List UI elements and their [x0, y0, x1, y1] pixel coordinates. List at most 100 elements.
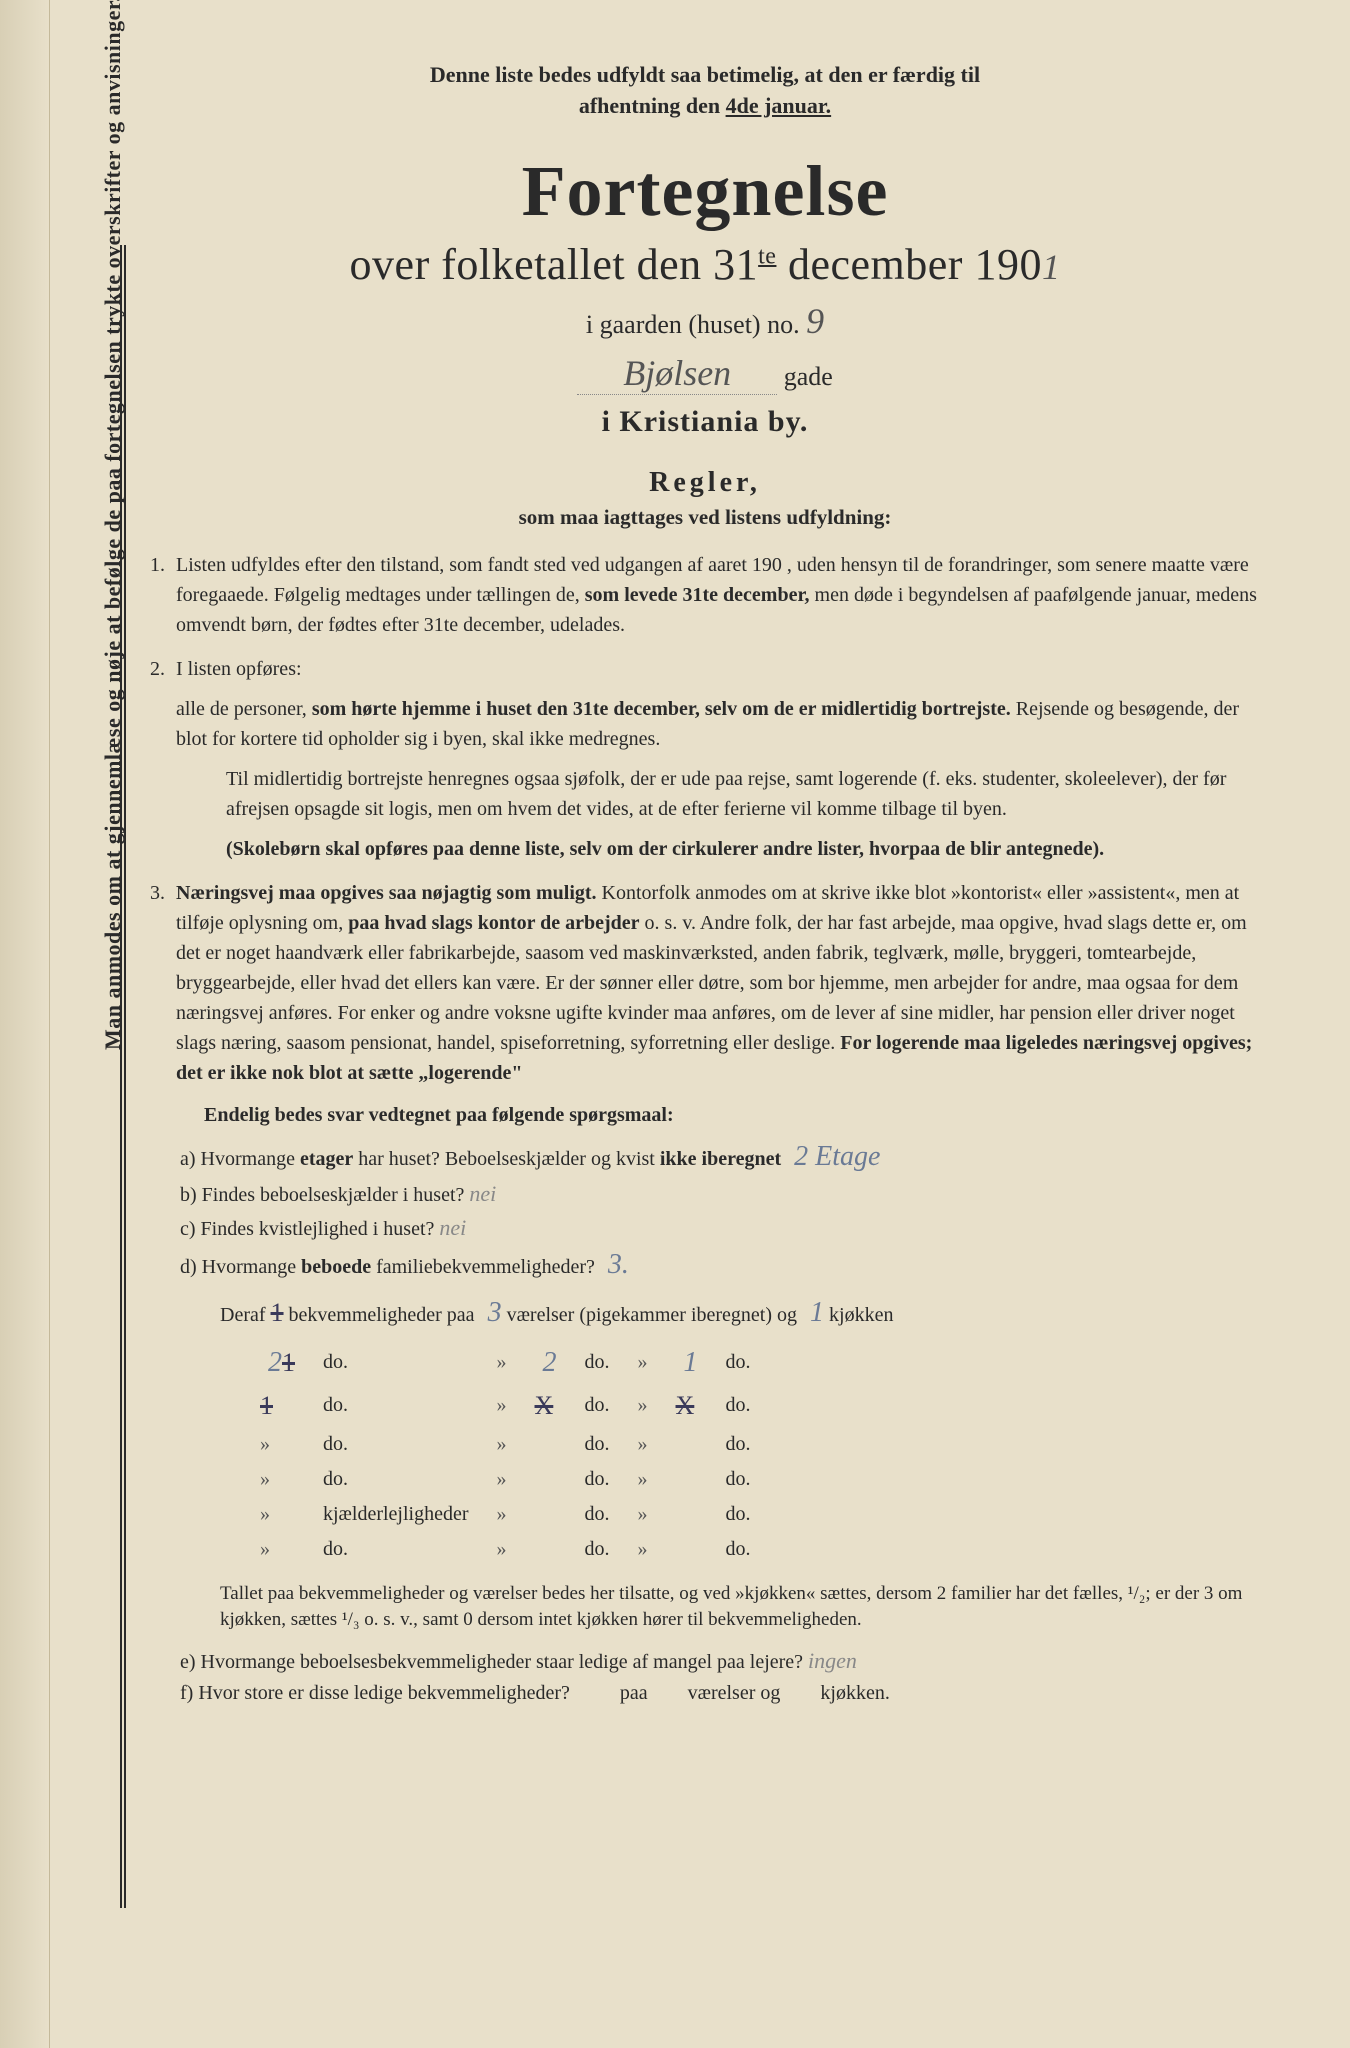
- gade-label: gade: [784, 362, 833, 391]
- question-f: f) Hvor store er disse ledige bekvemmeli…: [180, 1682, 1260, 1705]
- rule-2-p3: (Skolebørn skal opføres paa denne liste,…: [226, 834, 1260, 864]
- subtitle-mid: december 190: [776, 240, 1042, 289]
- qd-answer: 3.: [608, 1249, 629, 1280]
- r3-do3: do.: [726, 1433, 751, 1455]
- vertical-instruction: Man anmodes om at gjennemlæse og nøje at…: [100, 0, 126, 1050]
- r1-a: 2: [268, 1347, 282, 1378]
- qa-1: a) Hvormange: [180, 1148, 300, 1170]
- r2-vaer: X: [535, 1391, 554, 1420]
- bekv-row-1: 21 do. » 2 do. » 1 do.: [260, 1341, 779, 1385]
- r2-do3: do.: [726, 1394, 751, 1416]
- qb: b) Findes beboelseskjælder i huset?: [180, 1184, 464, 1206]
- street-name: Bjølsen: [577, 352, 777, 395]
- r4-do2: do.: [585, 1468, 610, 1490]
- house-number: 9: [806, 301, 824, 341]
- r1-struck: 1: [282, 1348, 295, 1377]
- r4-g2: »: [638, 1462, 676, 1497]
- deraf-t1: bekvemmeligheder paa: [289, 1304, 480, 1326]
- bekv-row-4: » do. » do. » do.: [260, 1462, 779, 1497]
- bekv-row-3: » do. » do. » do.: [260, 1427, 779, 1462]
- rule-3c: paa hvad slags kontor de arbejder: [348, 912, 639, 934]
- qf-4: kjøkken.: [820, 1682, 889, 1704]
- rule-3: 3. Næringsvej maa opgives saa nøjagtig s…: [176, 878, 1260, 1088]
- r5-do2: do.: [585, 1503, 610, 1525]
- qa-4: ikke iberegnet: [660, 1148, 781, 1170]
- subtitle-prefix: over folketallet den 31: [350, 240, 759, 289]
- rule-3a: Næringsvej maa opgives saa nøjagtig som …: [176, 882, 597, 904]
- rule-1-num: 1.: [150, 550, 165, 580]
- footnote: Tallet paa bekvemmeligheder og værelser …: [220, 1581, 1260, 1634]
- r4-g0: »: [260, 1462, 323, 1497]
- question-b: b) Findes beboelseskjælder i huset? nei: [180, 1181, 1260, 1207]
- deraf-struck: 1: [271, 1298, 284, 1327]
- r3-g0: »: [260, 1427, 323, 1462]
- street-line: Bjølsen gade: [150, 352, 1260, 395]
- bekv-row-2: 1 do. » X do. » X do.: [260, 1385, 779, 1427]
- question-c: c) Findes kvistlejlighed i huset? nei: [180, 1215, 1260, 1241]
- r6-g1: »: [497, 1532, 535, 1567]
- r1-do2: do.: [585, 1351, 610, 1373]
- deraf-label: Deraf: [220, 1304, 266, 1326]
- r1-do3: do.: [726, 1351, 751, 1373]
- r6-g2: »: [638, 1532, 676, 1567]
- question-e: e) Hvormange beboelsesbekvemmeligheder s…: [180, 1648, 1260, 1674]
- qb-answer: nei: [469, 1181, 496, 1206]
- qf-1: f) Hvor store er disse ledige bekvemmeli…: [180, 1682, 570, 1704]
- r3-g1: »: [497, 1427, 535, 1462]
- deraf-t2: værelser (pigekammer iberegnet) og: [507, 1304, 802, 1326]
- qc: c) Findes kvistlejlighed i huset?: [180, 1218, 434, 1240]
- rule-2b: som hørte hjemme i huset den 31te decemb…: [312, 698, 1011, 720]
- r6-do2: do.: [585, 1538, 610, 1560]
- question-a: a) Hvormange etager har huset? Beboelses…: [180, 1141, 1260, 1173]
- questions-heading: Endelig bedes svar vedtegnet paa følgend…: [204, 1104, 1260, 1127]
- qf-2: paa: [620, 1682, 648, 1704]
- deraf-line: Deraf 1 bekvemmeligheder paa 3 værelser …: [220, 1297, 1260, 1329]
- rule-2a: alle de personer,: [176, 698, 312, 720]
- main-title: Fortegnelse: [150, 150, 1260, 233]
- r4-do3: do.: [726, 1468, 751, 1490]
- subtitle: over folketallet den 31te december 1901: [150, 239, 1260, 290]
- top-note-date: 4de januar.: [726, 93, 832, 118]
- r2-kjok: X: [676, 1391, 695, 1420]
- r1-kjok: 1: [684, 1347, 698, 1378]
- regler-sub: som maa iagttages ved listens udfyldning…: [150, 505, 1260, 530]
- r1-g2: »: [638, 1341, 676, 1385]
- rule-3-num: 3.: [150, 878, 165, 908]
- r3-g2: »: [638, 1427, 676, 1462]
- rule-1-text-b: som levede 31te december,: [585, 584, 810, 606]
- r5-kj: kjælderlejligheder: [323, 1503, 469, 1525]
- rule-2-p2: Til midlertidig bortrejste henregnes ogs…: [226, 764, 1260, 824]
- r4-do1: do.: [323, 1468, 348, 1490]
- r5-g1: »: [497, 1497, 535, 1532]
- r4-g1: »: [497, 1462, 535, 1497]
- bekv-row-6: » do. » do. » do.: [260, 1532, 779, 1567]
- r2-do2: do.: [585, 1394, 610, 1416]
- r3-do1: do.: [323, 1433, 348, 1455]
- qd-3: familiebekvemmeligheder?: [371, 1256, 595, 1278]
- r2-do1: do.: [323, 1394, 348, 1416]
- question-d: d) Hvormange beboede familiebekvemmeligh…: [180, 1249, 1260, 1281]
- top-note: Denne liste bedes udfyldt saa betimelig,…: [150, 60, 1260, 122]
- subtitle-sup: te: [758, 243, 776, 269]
- rule-2-intro: I listen opføres:: [176, 654, 1260, 684]
- r5-g0: »: [260, 1497, 323, 1532]
- rule-2-num: 2.: [150, 654, 165, 684]
- qd-2: beboede: [301, 1256, 371, 1278]
- house-line: i gaarden (huset) no. 9: [150, 300, 1260, 342]
- r2-g2: »: [638, 1385, 676, 1427]
- qa-2: etager: [300, 1148, 353, 1170]
- year-handwritten: 1: [1042, 247, 1061, 287]
- qa-answer: 2 Etage: [794, 1141, 880, 1172]
- qe: e) Hvormange beboelsesbekvemmeligheder s…: [180, 1651, 803, 1673]
- qa-3: har huset? Beboelseskjælder og kvist: [353, 1148, 660, 1170]
- r6-do3: do.: [726, 1538, 751, 1560]
- r5-g2: »: [638, 1497, 676, 1532]
- page-left-edge: [0, 0, 50, 2048]
- rule-2: 2. I listen opføres: alle de personer, s…: [176, 654, 1260, 864]
- top-note-line1: Denne liste bedes udfyldt saa betimelig,…: [430, 62, 980, 87]
- house-label: i gaarden (huset) no.: [586, 310, 800, 339]
- bekv-table: 21 do. » 2 do. » 1 do. 1 do. » X do. » X…: [260, 1341, 779, 1567]
- r2-g1: »: [497, 1385, 535, 1427]
- deraf-t3: kjøkken: [829, 1304, 893, 1326]
- r3-do2: do.: [585, 1433, 610, 1455]
